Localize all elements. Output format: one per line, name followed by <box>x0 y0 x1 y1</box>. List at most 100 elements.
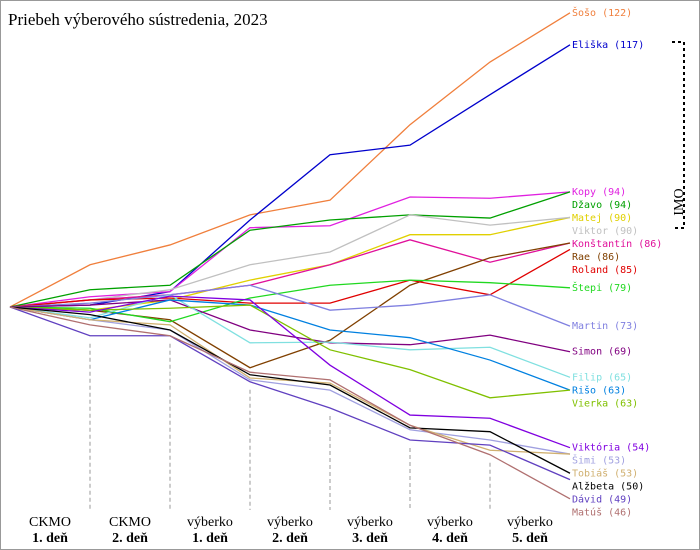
end-label: Štepi (79) <box>572 281 632 294</box>
value-label: (90) <box>608 213 632 224</box>
series-name: Matej <box>572 213 602 224</box>
value-label: (69) <box>608 347 632 358</box>
series-line <box>9 295 571 449</box>
series-name: Alžbeta <box>572 481 614 493</box>
value-label: (49) <box>608 495 632 506</box>
series-line <box>9 191 571 308</box>
series-name: Simon <box>572 347 602 358</box>
chart-title: Priebeh výberového sústredenia, 2023 <box>8 10 268 29</box>
x-tick-label: výberko 5. deň <box>507 515 553 546</box>
value-label: (117) <box>614 40 644 51</box>
series-line <box>9 12 571 308</box>
x-tick-label-line: 2. deň <box>112 531 148 546</box>
x-tick-label-line: 2. deň <box>272 531 308 546</box>
end-label: Matej (90) <box>572 213 632 224</box>
x-tick-label-line: CKMO <box>29 515 71 530</box>
series-name: Eliška <box>572 39 608 51</box>
x-tick-label-line: 4. deň <box>432 531 468 546</box>
series-name: Martin <box>572 321 608 332</box>
end-label: Kopy (94) <box>572 187 626 198</box>
end-label: Simon (69) <box>572 347 632 358</box>
imo-bracket <box>672 41 685 229</box>
value-label: (79) <box>608 283 632 294</box>
x-tick-label: výberko 4. deň <box>427 515 473 546</box>
x-tick-label: výberko 3. deň <box>347 515 393 546</box>
end-label: Konštantín (86) <box>572 238 662 250</box>
series-name: Vierka <box>572 398 608 409</box>
value-label: (94) <box>602 187 626 198</box>
end-label: Eliška (117) <box>572 39 644 51</box>
end-label: Matúš (46) <box>572 507 632 519</box>
value-label: (63) <box>602 385 626 396</box>
x-tick-label-line: CKMO <box>109 515 151 530</box>
end-label: Šimi (53) <box>572 454 626 467</box>
series-line <box>9 306 571 500</box>
series-name: Matúš <box>572 507 602 519</box>
series-line <box>9 191 571 308</box>
series-name: Konštantín <box>572 238 632 250</box>
series-name: Kopy <box>572 187 596 198</box>
end-label: Martin (73) <box>572 321 638 332</box>
series-line <box>9 214 571 308</box>
value-label: (46) <box>608 508 632 519</box>
series-line <box>9 306 571 455</box>
x-tick-label: výberko 1. deň <box>187 515 233 546</box>
value-label: (122) <box>602 8 632 19</box>
end-label: Rišo (63) <box>572 384 626 396</box>
x-tick-label-line: 5. deň <box>512 531 548 546</box>
series-line <box>9 248 571 308</box>
value-label: (85) <box>614 265 638 276</box>
x-tick-label-line: výberko <box>187 515 233 530</box>
annotation: IMO <box>672 188 687 215</box>
series-line <box>9 216 571 311</box>
value-label: (63) <box>614 398 638 409</box>
value-label: (90) <box>614 226 638 237</box>
value-label: (65) <box>608 372 632 383</box>
end-label: Viktor (90) <box>572 226 638 237</box>
end-label: Šošo (122) <box>572 6 632 19</box>
x-tick-label: CKMO 1. deň <box>29 515 71 546</box>
series-line <box>9 306 571 474</box>
x-tick-label-line: 1. deň <box>192 531 228 546</box>
x-tick-label-line: výberko <box>507 515 553 530</box>
series-line <box>9 299 571 391</box>
x-tick-label: výberko 2. deň <box>267 515 313 546</box>
value-label: (86) <box>596 252 620 263</box>
value-label: (50) <box>620 482 644 493</box>
series-line <box>9 242 571 369</box>
series-name: Filip <box>572 372 602 383</box>
series-name: Viktor <box>572 226 608 237</box>
series-name: Viktória <box>572 442 620 454</box>
series-name: Rišo <box>572 384 596 396</box>
series-name: Šimi <box>572 454 596 467</box>
end-label: Viktória (54) <box>572 442 650 454</box>
series-line <box>9 306 571 481</box>
x-tick-label-line: 3. deň <box>352 531 388 546</box>
series-name: Rae <box>572 252 590 263</box>
series-name: Šošo <box>572 6 596 19</box>
end-label: Roland (85) <box>572 265 638 276</box>
series-line <box>9 284 571 327</box>
value-label: (53) <box>602 456 626 467</box>
series-name: Roland <box>572 265 608 276</box>
x-tick-label-line: výberko <box>347 515 393 530</box>
series-name: Dávid <box>572 494 602 506</box>
x-tick-label: CKMO 2. deň <box>109 515 151 546</box>
series-name: Tobiáš <box>572 468 608 480</box>
value-label: (54) <box>626 443 650 454</box>
series-name: Džavo <box>572 199 602 211</box>
value-label: (94) <box>608 200 632 211</box>
value-label: (53) <box>614 469 638 480</box>
end-label: Vierka (63) <box>572 398 638 409</box>
end-label: Dávid (49) <box>572 494 632 506</box>
end-label: Alžbeta (50) <box>572 481 644 493</box>
value-label: (86) <box>638 239 662 250</box>
end-label: Filip (65) <box>572 372 632 383</box>
end-label: Rae (86) <box>572 252 620 263</box>
series-line <box>9 44 571 308</box>
x-tick-label-line: výberko <box>427 515 473 530</box>
series-name: Štepi <box>572 281 602 294</box>
x-tick-label-line: 1. deň <box>32 531 68 546</box>
